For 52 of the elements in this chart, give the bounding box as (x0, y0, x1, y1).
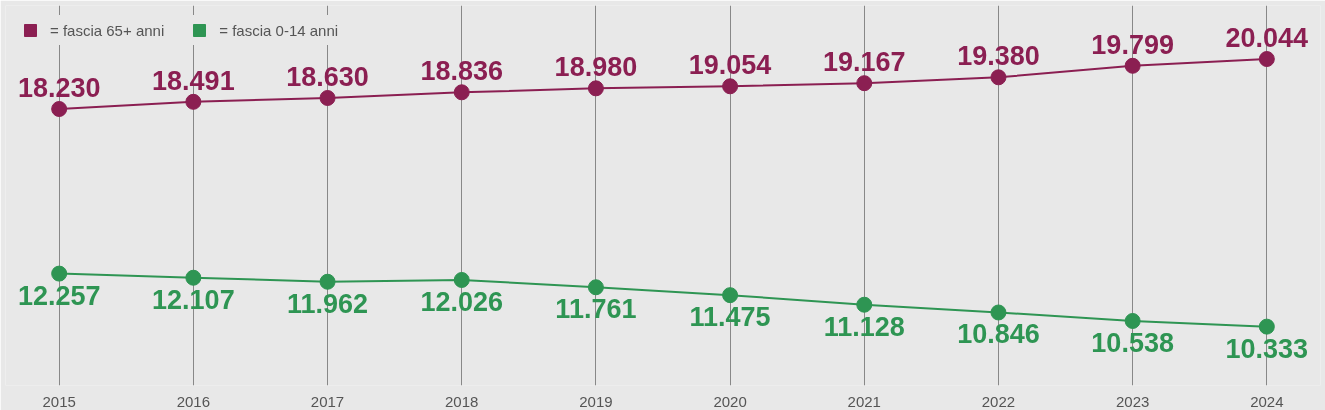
x-tick-label: 2018 (445, 392, 479, 410)
data-label: 10.846 (957, 319, 1040, 350)
point (453, 271, 470, 288)
data-label: 18.980 (554, 52, 638, 83)
x-tick-label: 2024 (1250, 392, 1284, 410)
data-label: 19.054 (688, 50, 772, 81)
data-label: 18.491 (152, 65, 235, 96)
data-label: 19.380 (957, 41, 1040, 72)
x-tick-label: 2019 (579, 392, 613, 410)
point (51, 265, 68, 282)
point (587, 279, 604, 296)
point (319, 90, 336, 106)
x-tick-label: 2023 (1115, 392, 1150, 410)
data-label: 11.962 (286, 288, 369, 319)
point (856, 75, 873, 92)
point (51, 101, 68, 117)
point (1258, 51, 1275, 68)
legend-label: = fascia 65+ anni (50, 21, 165, 39)
legend-label: = fascia 0-14 anni (219, 21, 339, 39)
data-label: 10.538 (1091, 327, 1174, 358)
point (1124, 312, 1141, 329)
point (722, 287, 739, 304)
data-label: 12.257 (17, 280, 101, 311)
x-tick-label: 2017 (310, 392, 345, 410)
point (990, 304, 1007, 321)
data-label: 12.107 (152, 284, 235, 315)
x-tick-label: 2015 (42, 392, 76, 410)
data-label: 11.128 (823, 311, 905, 342)
data-label: 20.044 (1225, 23, 1309, 54)
point (856, 296, 873, 313)
point (453, 84, 470, 101)
point (1258, 318, 1275, 335)
point (1124, 57, 1141, 74)
data-label: 12.026 (420, 286, 504, 317)
data-label: 18.230 (17, 73, 101, 104)
point (722, 78, 739, 95)
point (185, 269, 202, 286)
data-label: 11.475 (689, 302, 771, 333)
data-label: 11.761 (555, 294, 637, 325)
data-label: 18.630 (286, 61, 369, 92)
data-label: 19.799 (1091, 29, 1174, 60)
point (185, 93, 202, 110)
x-tick-label: 2016 (176, 392, 211, 410)
x-tick-label: 2020 (713, 392, 747, 410)
data-label: 18.836 (420, 56, 504, 87)
data-label: 19.167 (822, 47, 906, 78)
x-tick-label: 2022 (981, 392, 1016, 410)
point (587, 80, 604, 97)
x-tick-label: 2021 (847, 392, 881, 410)
point (319, 273, 336, 290)
point (990, 69, 1007, 86)
data-label: 10.333 (1225, 333, 1309, 364)
